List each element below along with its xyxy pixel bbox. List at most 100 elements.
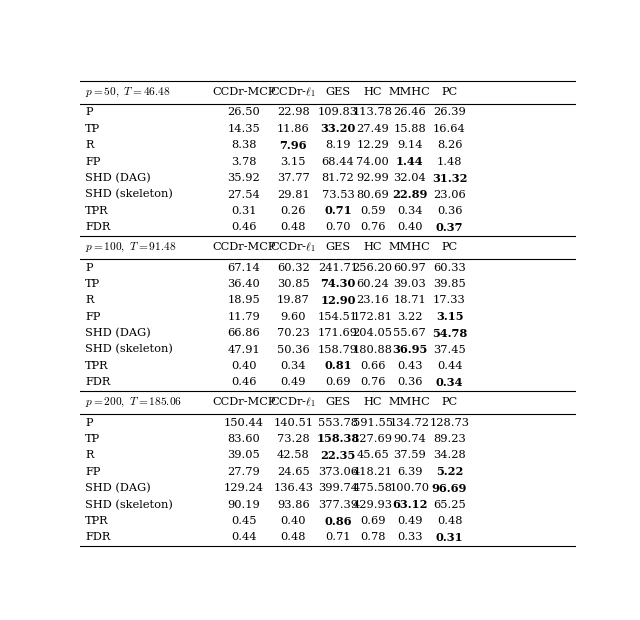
Text: 180.88: 180.88 xyxy=(353,345,393,355)
Text: 37.77: 37.77 xyxy=(277,173,310,183)
Text: 0.49: 0.49 xyxy=(280,378,306,388)
Text: 27.79: 27.79 xyxy=(227,467,260,477)
Text: 18.95: 18.95 xyxy=(227,295,260,305)
Text: 37.45: 37.45 xyxy=(433,345,466,355)
Text: 0.76: 0.76 xyxy=(360,378,385,388)
Text: 0.34: 0.34 xyxy=(397,206,422,216)
Text: PC: PC xyxy=(442,242,458,252)
Text: FDR: FDR xyxy=(85,533,110,542)
Text: 70.23: 70.23 xyxy=(277,328,310,338)
Text: 18.71: 18.71 xyxy=(394,295,426,305)
Text: MMHC: MMHC xyxy=(389,397,431,407)
Text: 47.91: 47.91 xyxy=(227,345,260,355)
Text: 0.69: 0.69 xyxy=(360,516,385,526)
Text: 73.53: 73.53 xyxy=(321,190,355,200)
Text: 54.78: 54.78 xyxy=(432,327,467,339)
Text: MMHC: MMHC xyxy=(389,87,431,97)
Text: 26.50: 26.50 xyxy=(227,107,260,117)
Text: 475.58: 475.58 xyxy=(353,483,393,493)
Text: CCDr-MCP: CCDr-MCP xyxy=(212,242,275,252)
Text: 0.71: 0.71 xyxy=(325,533,351,542)
Text: 373.06: 373.06 xyxy=(318,467,358,477)
Text: 16.64: 16.64 xyxy=(433,124,466,134)
Text: 127.69: 127.69 xyxy=(353,434,393,444)
Text: 39.03: 39.03 xyxy=(394,279,426,289)
Text: 0.40: 0.40 xyxy=(231,361,257,371)
Text: CCDr-$\ell_1$: CCDr-$\ell_1$ xyxy=(270,241,316,254)
Text: 19.87: 19.87 xyxy=(277,295,310,305)
Text: 24.65: 24.65 xyxy=(277,467,310,477)
Text: 0.36: 0.36 xyxy=(436,206,462,216)
Text: 22.98: 22.98 xyxy=(277,107,310,117)
Text: 129.24: 129.24 xyxy=(224,483,264,493)
Text: $p = 50,\ T = 46.48$: $p = 50,\ T = 46.48$ xyxy=(85,86,171,99)
Text: 42.58: 42.58 xyxy=(277,450,310,461)
Text: 158.79: 158.79 xyxy=(318,345,358,355)
Text: 0.44: 0.44 xyxy=(231,533,257,542)
Text: 158.38: 158.38 xyxy=(316,433,360,445)
Text: FDR: FDR xyxy=(85,223,110,232)
Text: 0.44: 0.44 xyxy=(436,361,462,371)
Text: 150.44: 150.44 xyxy=(224,417,264,428)
Text: 27.54: 27.54 xyxy=(227,190,260,200)
Text: 27.49: 27.49 xyxy=(356,124,389,134)
Text: 140.51: 140.51 xyxy=(273,417,314,428)
Text: 9.60: 9.60 xyxy=(280,312,306,322)
Text: CCDr-MCP: CCDr-MCP xyxy=(212,397,275,407)
Text: 204.05: 204.05 xyxy=(353,328,393,338)
Text: 37.59: 37.59 xyxy=(394,450,426,461)
Text: 0.46: 0.46 xyxy=(231,223,257,232)
Text: HC: HC xyxy=(364,397,382,407)
Text: 0.43: 0.43 xyxy=(397,361,422,371)
Text: $p = 200,\ T = 185.06$: $p = 200,\ T = 185.06$ xyxy=(85,396,182,409)
Text: 109.83: 109.83 xyxy=(318,107,358,117)
Text: 429.93: 429.93 xyxy=(353,500,393,510)
Text: 0.34: 0.34 xyxy=(280,361,306,371)
Text: 3.15: 3.15 xyxy=(280,157,306,167)
Text: SHD (skeleton): SHD (skeleton) xyxy=(85,345,173,355)
Text: 50.36: 50.36 xyxy=(277,345,310,355)
Text: 55.67: 55.67 xyxy=(394,328,426,338)
Text: TP: TP xyxy=(85,279,100,289)
Text: 0.76: 0.76 xyxy=(360,223,385,232)
Text: 96.69: 96.69 xyxy=(432,483,467,494)
Text: 83.60: 83.60 xyxy=(227,434,260,444)
Text: 73.28: 73.28 xyxy=(277,434,310,444)
Text: 0.40: 0.40 xyxy=(397,223,422,232)
Text: 0.33: 0.33 xyxy=(397,533,422,542)
Text: 74.00: 74.00 xyxy=(356,157,389,167)
Text: GES: GES xyxy=(325,242,351,252)
Text: 26.46: 26.46 xyxy=(394,107,426,117)
Text: $p = 100,\ T = 91.48$: $p = 100,\ T = 91.48$ xyxy=(85,241,177,254)
Text: 377.39: 377.39 xyxy=(318,500,358,510)
Text: 12.90: 12.90 xyxy=(320,295,356,306)
Text: 3.22: 3.22 xyxy=(397,312,422,322)
Text: 0.78: 0.78 xyxy=(360,533,385,542)
Text: 128.73: 128.73 xyxy=(429,417,470,428)
Text: 1.48: 1.48 xyxy=(436,157,462,167)
Text: PC: PC xyxy=(442,87,458,97)
Text: 65.25: 65.25 xyxy=(433,500,466,510)
Text: HC: HC xyxy=(364,87,382,97)
Text: 0.86: 0.86 xyxy=(324,515,351,526)
Text: 171.69: 171.69 xyxy=(318,328,358,338)
Text: PC: PC xyxy=(442,397,458,407)
Text: 36.95: 36.95 xyxy=(392,344,428,355)
Text: HC: HC xyxy=(364,242,382,252)
Text: 60.24: 60.24 xyxy=(356,279,389,289)
Text: 100.70: 100.70 xyxy=(390,483,430,493)
Text: P: P xyxy=(85,262,92,273)
Text: 90.74: 90.74 xyxy=(394,434,426,444)
Text: 7.96: 7.96 xyxy=(280,140,307,151)
Text: 60.97: 60.97 xyxy=(394,262,426,273)
Text: SHD (DAG): SHD (DAG) xyxy=(85,483,150,494)
Text: 22.89: 22.89 xyxy=(392,189,428,200)
Text: 0.36: 0.36 xyxy=(397,378,422,388)
Text: FP: FP xyxy=(85,157,100,167)
Text: TPR: TPR xyxy=(85,206,109,216)
Text: 23.16: 23.16 xyxy=(356,295,389,305)
Text: CCDr-MCP: CCDr-MCP xyxy=(212,87,275,97)
Text: 0.70: 0.70 xyxy=(325,223,351,232)
Text: 553.78: 553.78 xyxy=(318,417,358,428)
Text: P: P xyxy=(85,417,92,428)
